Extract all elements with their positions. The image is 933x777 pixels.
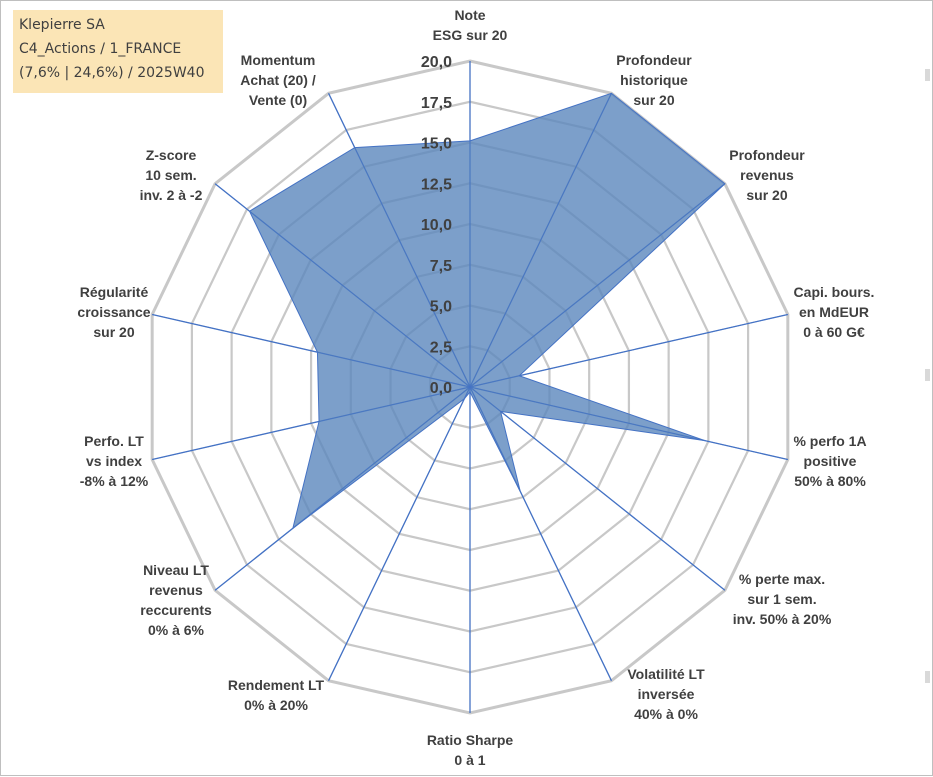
tick-label: 7,5 <box>430 258 452 275</box>
category-label: Régularité <box>80 284 149 300</box>
category-label: Profondeur <box>616 52 692 68</box>
category-label: sur 1 sem. <box>747 591 816 607</box>
tick-label: 2,5 <box>430 339 452 356</box>
tick-label: 10,0 <box>421 217 452 234</box>
scrollbar-marker <box>925 369 930 381</box>
tick-label: 12,5 <box>421 176 452 193</box>
category-label: revenus <box>740 167 794 183</box>
axis-spoke-overlay <box>152 386 471 460</box>
tick-label: 15,0 <box>421 136 452 153</box>
category-label: sur 20 <box>746 187 787 203</box>
scrollbar-marker <box>925 69 930 81</box>
info-category: C4_Actions / 1_FRANCE <box>19 41 182 57</box>
axis-spoke-overlay <box>214 386 471 591</box>
category-label: vs index <box>86 453 142 469</box>
category-label: historique <box>620 72 688 88</box>
category-label: Profondeur <box>729 147 805 163</box>
category-label: Rendement LT <box>228 677 325 693</box>
category-label: 10 sem. <box>145 167 196 183</box>
category-label: 50% à 80% <box>794 473 866 489</box>
category-label: Volatilité LT <box>627 666 705 682</box>
category-label: 0% à 20% <box>244 697 308 713</box>
category-label: Note <box>454 7 485 23</box>
chart-info-box: Klepierre SA C4_Actions / 1_FRANCE (7,6%… <box>13 10 223 93</box>
category-label: inversée <box>638 686 695 702</box>
tick-label: 0,0 <box>430 380 452 397</box>
category-label: Capi. bours. <box>794 284 875 300</box>
category-label: % perte max. <box>739 571 825 587</box>
category-label: 0 à 1 <box>454 752 485 768</box>
axis-spoke-overlay <box>214 183 471 388</box>
category-label: 0% à 6% <box>148 622 205 638</box>
axis-spoke-overlay <box>469 386 788 460</box>
category-label: 0 à 60 G€ <box>803 324 865 340</box>
category-label: Momentum <box>241 52 316 68</box>
tick-label: 5,0 <box>430 299 452 316</box>
axis-spoke-overlay <box>469 386 726 591</box>
tick-label: 17,5 <box>421 95 452 112</box>
category-label: Vente (0) <box>249 92 307 108</box>
category-label: inv. 50% à 20% <box>733 611 832 627</box>
axis-spoke-overlay <box>328 93 471 388</box>
scrollbar-marker <box>925 671 930 683</box>
category-label: ESG sur 20 <box>433 27 508 43</box>
category-label: Z-score <box>146 147 197 163</box>
radial-tick-labels: 0,0 2,5 5,0 7,5 10,0 12,5 15,0 17,5 20,0 <box>421 54 452 397</box>
category-label: Achat (20) / <box>240 72 316 88</box>
info-company-name: Klepierre SA <box>19 17 105 33</box>
axis-spoke-overlay <box>469 314 788 388</box>
axis-spoke-overlay <box>328 386 471 681</box>
category-label: Niveau LT <box>143 562 209 578</box>
category-label: Ratio Sharpe <box>427 732 514 748</box>
category-label: positive <box>804 453 857 469</box>
axis-spoke-overlay <box>469 183 726 388</box>
category-label: % perfo 1A <box>793 433 866 449</box>
category-label: en MdEUR <box>799 304 869 320</box>
tick-label: 20,0 <box>421 54 452 71</box>
category-label: Perfo. LT <box>84 433 144 449</box>
category-labels: Note ESG sur 20 Profondeur historique sur 20… <box>77 7 874 768</box>
category-label: revenus <box>149 582 203 598</box>
category-label: 40% à 0% <box>634 706 698 722</box>
axis-spoke-overlay <box>469 93 612 388</box>
category-label: sur 20 <box>633 92 674 108</box>
category-label: reccurents <box>140 602 212 618</box>
axis-spoke-overlay <box>152 314 471 388</box>
axis-spoke-overlay <box>469 386 612 681</box>
category-label: croissance <box>77 304 150 320</box>
radar-series <box>152 61 788 713</box>
category-label: -8% à 12% <box>80 473 149 489</box>
scrollbar[interactable] <box>925 11 930 765</box>
info-stats: (7,6% | 24,6%) / 2025W40 <box>19 65 205 81</box>
category-label: sur 20 <box>93 324 134 340</box>
category-label: inv. 2 à -2 <box>140 187 203 203</box>
